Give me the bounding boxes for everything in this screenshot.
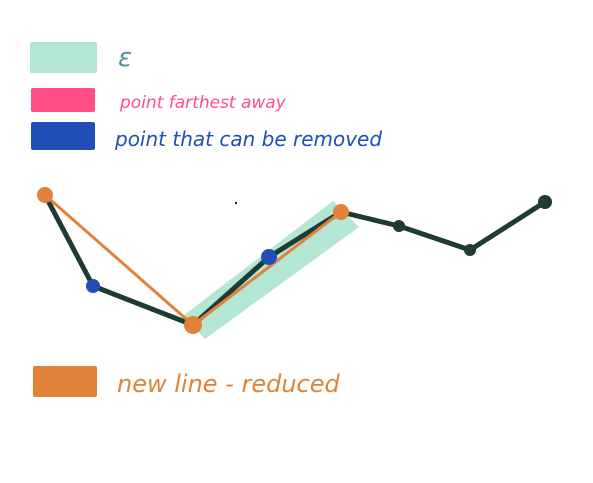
original-polyline xyxy=(42,192,548,328)
point-p7 xyxy=(464,244,476,256)
legend-swatch-reduced xyxy=(33,366,97,397)
point-p8 xyxy=(538,195,552,209)
legend-swatch-removable xyxy=(31,122,95,150)
legend-label-removable: point that can be removed xyxy=(114,127,382,151)
epsilon-band xyxy=(183,201,359,339)
legend-label-reduced: new line - reduced xyxy=(117,370,341,398)
point-p6 xyxy=(393,220,405,232)
stray-dot xyxy=(234,201,238,205)
legend-swatch-farthest xyxy=(31,88,95,112)
legend-swatch-epsilon xyxy=(30,42,97,73)
point-p4-removable xyxy=(261,249,277,265)
point-p1-kept xyxy=(37,187,53,203)
point-p3-kept xyxy=(184,316,202,334)
point-p2-removable xyxy=(86,279,100,293)
point-p5-kept xyxy=(333,204,349,220)
legend-label-farthest: point farthest away xyxy=(119,93,287,113)
legend-label-epsilon: ε xyxy=(118,43,132,73)
